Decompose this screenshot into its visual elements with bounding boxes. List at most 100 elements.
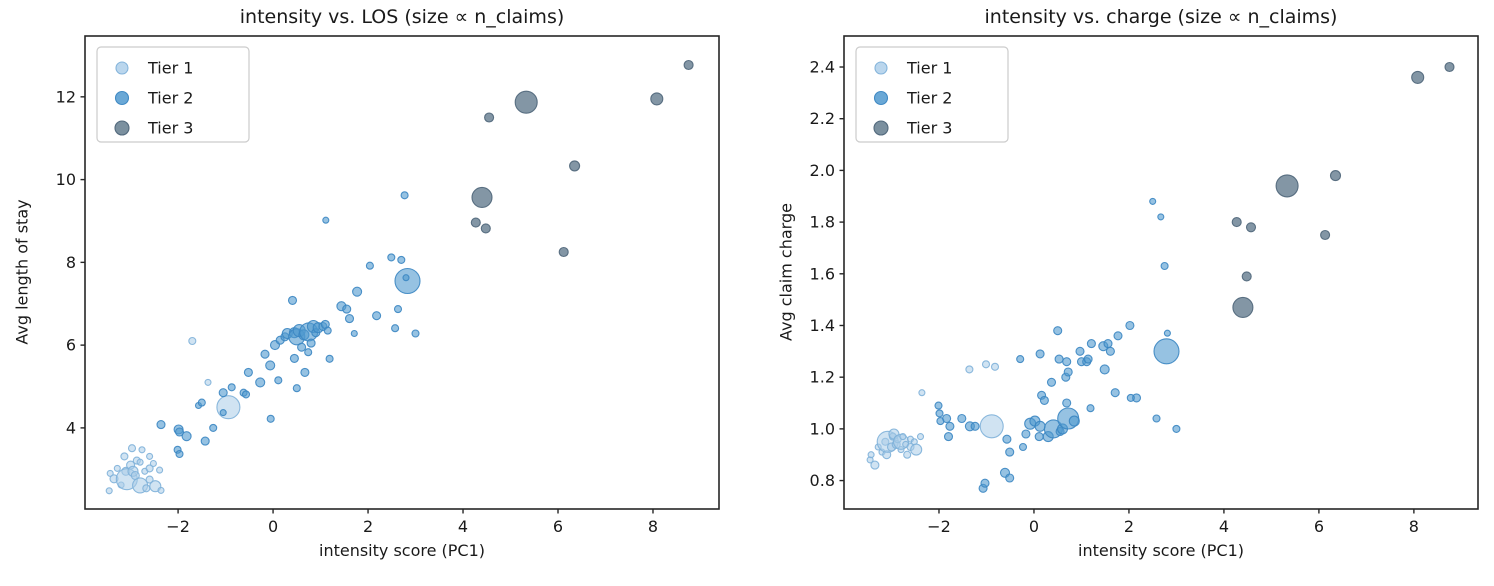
charge-data-point	[970, 421, 980, 431]
los-data-point	[514, 90, 538, 114]
charge-data-point	[870, 460, 880, 470]
charge-series-tier1	[866, 360, 1004, 470]
charge-chart-xlabel: intensity score (PC1)	[1077, 541, 1245, 560]
charge-data-point	[965, 365, 974, 374]
charge-data-point	[1160, 261, 1169, 271]
los-axes-box	[84, 35, 720, 510]
charge-data-point	[1039, 395, 1049, 405]
charge-data-point	[1157, 213, 1165, 221]
charge-y-tick-label: 1.2	[810, 368, 835, 387]
los-data-point	[156, 466, 164, 474]
los-data-point	[411, 329, 420, 338]
los-data-point	[683, 59, 694, 71]
charge-data-point	[899, 433, 907, 441]
los-y-tick-label: 8	[66, 253, 76, 272]
los-y-tick-label: 4	[66, 418, 76, 437]
charge-data-point	[1086, 404, 1095, 413]
los-data-point	[323, 326, 332, 335]
los-data-point	[650, 92, 664, 106]
los-data-point	[113, 464, 121, 472]
los-chart-ylabel: Avg length of stay	[12, 199, 32, 345]
los-data-point	[325, 354, 334, 363]
los-data-point	[145, 464, 154, 473]
charge-data-point	[980, 478, 990, 488]
los-series-tier2	[156, 191, 421, 459]
charge-series-tier2	[934, 197, 1181, 493]
los-data-point	[266, 414, 275, 423]
los-data-point	[342, 304, 352, 314]
los-data-point	[274, 376, 283, 385]
charge-y-tick-label: 1.0	[810, 419, 835, 438]
charge-legend-label-tier3: Tier 3	[906, 119, 952, 138]
los-legend-box	[96, 46, 250, 143]
los-data-point	[287, 295, 298, 305]
charge-data-point	[1411, 70, 1425, 84]
charge-data-point	[942, 413, 952, 424]
los-data-point	[145, 475, 154, 484]
charge-plot: −2 0 2 4 6 8 0.8 1.0 1.2 1.4 1.6 1.8 2.0 2.2 2.4 Tier 1…	[810, 35, 1479, 536]
charge-data-point	[1153, 338, 1180, 365]
los-data-point	[352, 286, 363, 297]
charge-data-point	[1046, 377, 1057, 387]
los-data-point	[484, 112, 495, 123]
charge-x-tick-label: 6	[1314, 517, 1324, 536]
los-data-point	[350, 329, 358, 338]
los-data-point	[297, 342, 307, 352]
los-data-point	[387, 253, 396, 262]
los-x-tick-label: 4	[458, 517, 468, 536]
charge-legend-swatch-tier3	[873, 120, 889, 136]
los-y-tick-label: 10	[56, 170, 76, 189]
los-data-point	[216, 395, 241, 420]
los-legend-swatch-tier1	[115, 61, 129, 75]
los-data-point	[156, 420, 166, 430]
charge-x-tick-label: −2	[927, 517, 951, 536]
charge-data-point	[1083, 354, 1093, 364]
charge-chart-ylabel: Avg claim charge	[776, 203, 796, 341]
charge-data-point	[1163, 329, 1171, 337]
los-data-point	[181, 431, 192, 442]
los-data-point	[471, 186, 493, 208]
los-data-point	[174, 427, 185, 437]
los-x-tick-label: −2	[166, 517, 190, 536]
los-x-tick-label: 2	[363, 517, 373, 536]
charge-chart-title: intensity vs. charge (size ∝ n_claims)	[984, 6, 1338, 28]
los-data-point	[219, 409, 227, 417]
charge-data-point	[1444, 61, 1455, 73]
los-data-point	[197, 398, 206, 407]
charge-x-tick-label: 2	[1124, 517, 1134, 536]
los-data-point	[218, 388, 228, 398]
charge-data-point	[934, 401, 943, 410]
los-data-point	[344, 314, 355, 324]
los-chart-title: intensity vs. LOS (size ∝ n_claims)	[239, 6, 565, 28]
los-data-point	[393, 305, 403, 314]
charge-data-point	[1016, 355, 1025, 364]
los-data-point	[157, 486, 165, 494]
los-data-point	[322, 216, 330, 224]
charge-x-tick-label: 8	[1409, 517, 1419, 536]
charge-data-point	[1035, 349, 1045, 359]
charge-data-point	[1103, 339, 1113, 349]
los-data-point	[372, 311, 382, 321]
charge-data-point	[1110, 388, 1120, 398]
los-data-point	[255, 377, 266, 388]
charge-y-tick-label: 2.2	[810, 109, 835, 128]
charge-y-tick-label: 1.8	[810, 213, 835, 232]
charge-data-point	[918, 389, 926, 397]
charge-data-point	[1231, 217, 1242, 228]
los-data-point	[470, 217, 481, 228]
charge-data-point	[981, 360, 991, 369]
charge-legend-label-tier1: Tier 1	[906, 59, 952, 78]
charge-data-point	[1232, 296, 1254, 318]
charge-data-point	[990, 362, 1000, 371]
los-legend-swatch-tier2	[114, 90, 130, 106]
charge-data-point	[935, 409, 944, 418]
los-data-point	[304, 348, 313, 357]
charge-data-point	[1275, 174, 1299, 198]
charge-data-point	[943, 432, 954, 442]
los-data-point	[292, 384, 301, 393]
los-data-point	[204, 378, 212, 386]
los-chart-xlabel: intensity score (PC1)	[318, 541, 486, 560]
los-x-tick-label: 6	[553, 517, 563, 536]
